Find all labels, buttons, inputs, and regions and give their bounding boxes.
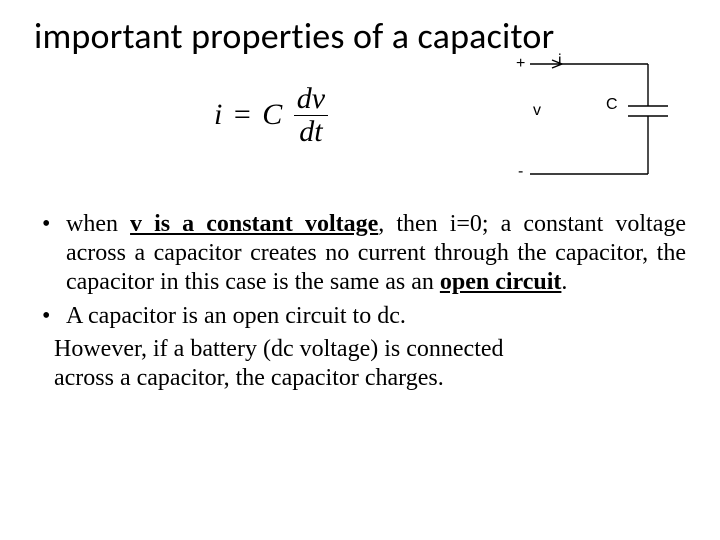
bullet-2: A capacitor is an open circuit to dc. — [42, 302, 686, 331]
equation-C: C — [262, 98, 282, 132]
bullet-1-open: open circuit — [440, 269, 562, 295]
slide-title: important properties of a capacitor — [34, 18, 686, 56]
bullet-1-bold: v is a constant voltage — [130, 211, 378, 237]
bullets-list: when v is a constant voltage, then i=0; … — [34, 210, 686, 394]
nonbullet-2: across a capacitor, the capacitor charge… — [42, 364, 686, 393]
equation-den-d: d — [299, 115, 314, 148]
equation-denominator: dt — [294, 116, 328, 147]
circuit-v-label: v — [533, 102, 541, 120]
equation: i = C dv dt — [214, 84, 328, 147]
bullet-1: when v is a constant voltage, then i=0; … — [42, 210, 686, 298]
circuit-i-label: i — [558, 52, 562, 70]
equation-den-t: t — [314, 115, 322, 148]
equation-equals: = — [230, 98, 255, 132]
equation-and-circuit-row: i = C dv dt + — [34, 60, 686, 210]
bullet-1-pre: when — [66, 211, 130, 237]
circuit-minus-label: - — [518, 163, 523, 181]
equation-fraction: dv dt — [294, 84, 328, 147]
equation-numerator: dv — [294, 84, 328, 116]
circuit-plus-label: + — [516, 55, 525, 73]
equation-num-d: d — [297, 82, 312, 115]
circuit-c-label: C — [606, 96, 618, 114]
nonbullet-1: However, if a battery (dc voltage) is co… — [42, 335, 686, 364]
bullet-1-post: . — [561, 269, 567, 295]
equation-num-v: v — [312, 82, 325, 115]
equation-lhs-i: i — [214, 98, 222, 132]
circuit-diagram: + - i v C — [488, 54, 694, 194]
